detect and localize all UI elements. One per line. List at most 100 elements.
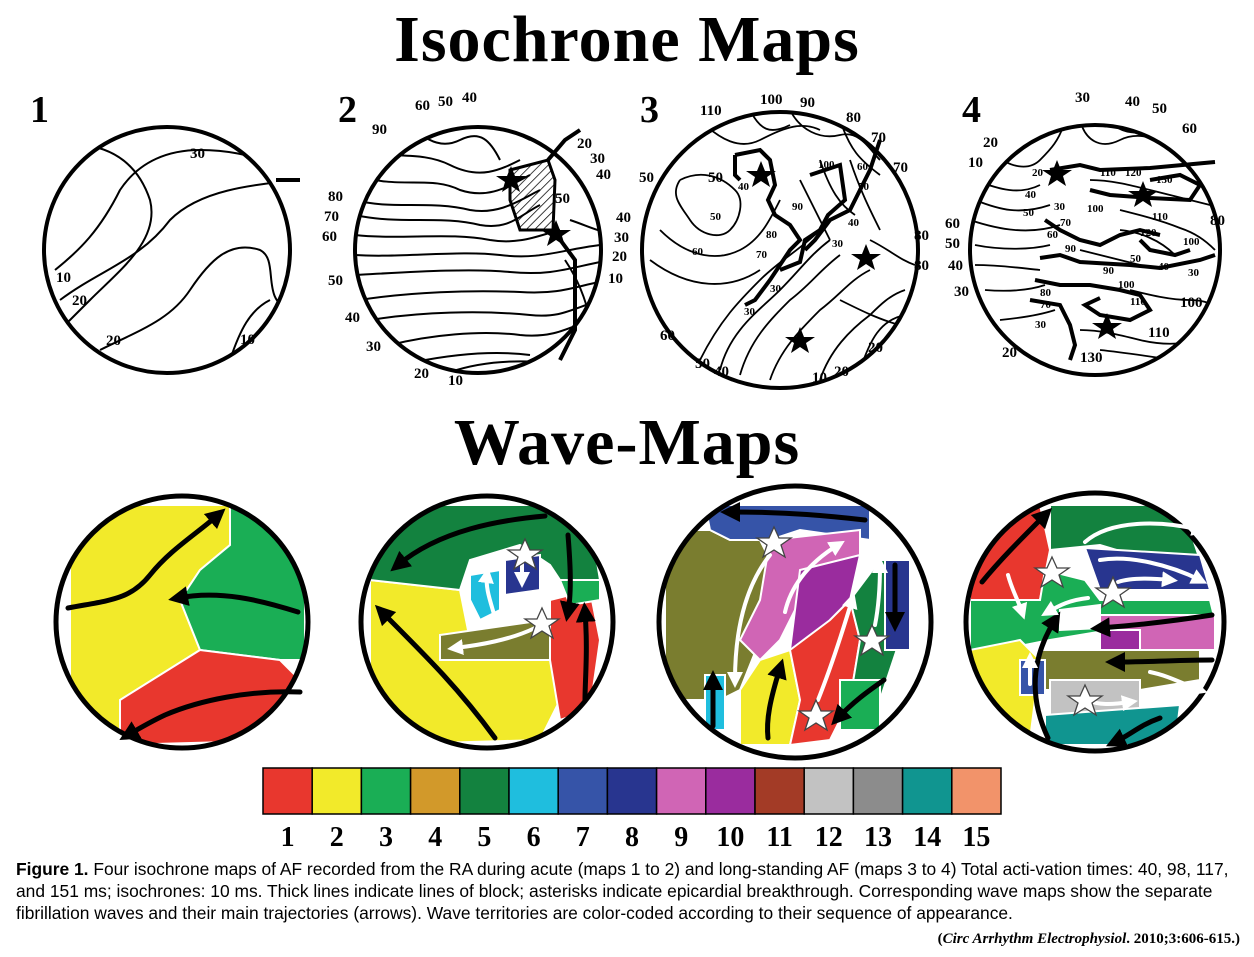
- iso-label: 70: [1060, 217, 1072, 229]
- caption-label: Figure 1.: [16, 859, 89, 879]
- legend-number: 5: [477, 822, 491, 853]
- iso-label: 130: [1080, 350, 1103, 366]
- breakthrough-star-icon: [1042, 160, 1072, 186]
- iso-label: 120: [1125, 167, 1142, 179]
- iso-label: 50: [639, 170, 654, 186]
- legend-swatch: [557, 767, 609, 815]
- iso-label: 110: [1148, 325, 1170, 341]
- iso-label: 110: [700, 103, 722, 119]
- iso-label: 50: [708, 170, 723, 186]
- iso-label: 10: [812, 370, 827, 386]
- isochrone-map-1: 1 30 10 20 20 10: [30, 89, 300, 375]
- iso-label: 40: [462, 90, 477, 106]
- iso-label: 20: [106, 333, 121, 349]
- iso-label: 40: [596, 167, 611, 183]
- wave-map-3: [656, 483, 934, 761]
- legend-swatch: [951, 767, 1002, 815]
- iso-label: 100: [1118, 279, 1135, 291]
- isochrone-maps-title: Isochrone Maps: [394, 3, 860, 76]
- iso-label: 100: [1183, 236, 1200, 248]
- color-legend: 1 2 3 4 5 6 7 8 9 10 11 12 13 14 15: [262, 767, 1002, 853]
- iso-label: 60: [692, 246, 704, 258]
- iso-label: 110: [1152, 211, 1168, 223]
- legend-number: 2: [330, 822, 344, 853]
- iso-label: 50: [1023, 207, 1035, 219]
- iso-label: 90: [1065, 243, 1077, 255]
- map-number: 1: [30, 89, 49, 131]
- wave-map-1: [53, 493, 311, 751]
- legend-number: 1: [281, 822, 295, 853]
- iso-label: 20: [834, 364, 849, 380]
- iso-label: 40: [714, 364, 729, 380]
- iso-label: 70: [871, 130, 886, 146]
- iso-label: 70: [324, 209, 339, 225]
- iso-label: 40: [1158, 261, 1170, 273]
- iso-label: 50: [438, 94, 453, 110]
- iso-label: 30: [190, 146, 205, 162]
- breakthrough-star-icon: [1065, 683, 1105, 717]
- iso-label: 20: [1032, 167, 1044, 179]
- legend-swatch: [459, 767, 510, 815]
- iso-label: 100: [1180, 295, 1203, 311]
- legend-number: 11: [766, 822, 792, 853]
- iso-label: 100: [760, 92, 783, 108]
- iso-label: 80: [914, 228, 929, 244]
- iso-label: 80: [328, 189, 343, 205]
- iso-label: 20: [577, 136, 592, 152]
- iso-label: 20: [414, 366, 429, 382]
- iso-label: 10: [448, 373, 463, 389]
- legend-swatch: [901, 767, 953, 815]
- map-number: 3: [640, 89, 659, 131]
- breakthrough-star-icon: [496, 166, 526, 192]
- iso-label: 60: [945, 216, 960, 232]
- iso-label: 60: [415, 98, 430, 114]
- iso-label: 90: [800, 95, 815, 111]
- iso-label: 50: [1130, 253, 1142, 265]
- legend-number: 15: [962, 822, 990, 853]
- legend-swatch: [655, 767, 707, 815]
- iso-label: 20: [868, 340, 883, 356]
- iso-label: 30: [744, 306, 756, 318]
- breakthrough-star-icon: [852, 623, 892, 657]
- legend-number: 10: [716, 822, 744, 853]
- iso-label: 20: [612, 249, 627, 265]
- map-number: 2: [338, 89, 357, 131]
- iso-label: 30: [770, 283, 782, 295]
- breakthrough-star-icon: [785, 327, 815, 353]
- legend-swatch: [852, 767, 904, 815]
- iso-label: 70: [1040, 299, 1052, 311]
- iso-label: 50: [328, 273, 343, 289]
- caption-text: Four isochrone maps of AF recorded from …: [16, 859, 1229, 923]
- iso-label: 60: [857, 161, 869, 173]
- iso-label: 80: [846, 110, 861, 126]
- iso-label: 60: [1047, 229, 1059, 241]
- iso-label: 50: [710, 211, 722, 223]
- iso-label: 30: [954, 284, 969, 300]
- iso-label: 20: [72, 293, 87, 309]
- iso-label: 80: [914, 258, 929, 274]
- iso-label: 70: [893, 160, 908, 176]
- iso-label: 90: [1103, 265, 1115, 277]
- iso-label: 30: [1054, 201, 1066, 213]
- iso-label: 80: [1210, 213, 1225, 229]
- legend-swatch: [606, 767, 658, 815]
- legend-swatch: [409, 767, 461, 815]
- citation-rest: . 2010;3:606-615.): [1126, 931, 1240, 947]
- breakthrough-star-icon: [1093, 575, 1133, 609]
- legend-swatch: [508, 767, 559, 815]
- iso-label: 100: [1087, 203, 1104, 215]
- legend-number: 3: [379, 822, 393, 853]
- breakthrough-star-icon: [522, 606, 562, 640]
- iso-label: 80: [1040, 287, 1052, 299]
- iso-label: 40: [616, 210, 631, 226]
- iso-label: 30: [832, 238, 844, 250]
- isochrone-map-2: 2 60 50 40: [322, 89, 631, 389]
- iso-label: 30: [1075, 90, 1090, 106]
- iso-label: 50: [1152, 101, 1167, 117]
- breakthrough-star-icon: [541, 220, 571, 246]
- iso-label: 40: [345, 310, 360, 326]
- legend-swatch: [311, 767, 363, 815]
- iso-label: 40: [848, 217, 860, 229]
- iso-label: 30: [366, 339, 381, 355]
- wave-map-4: [963, 490, 1227, 754]
